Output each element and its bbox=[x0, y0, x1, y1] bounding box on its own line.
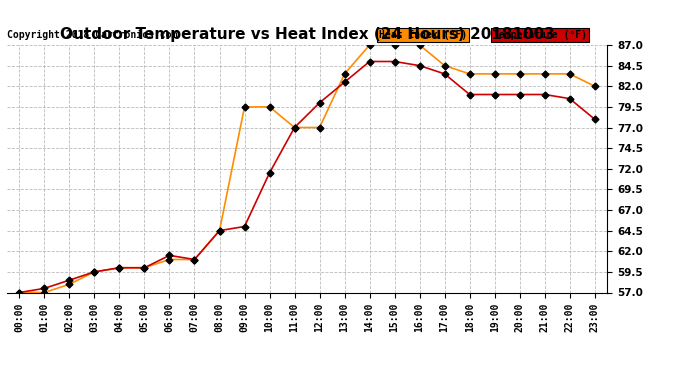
Text: Heat Index (°F): Heat Index (°F) bbox=[379, 30, 467, 40]
Text: Temperature (°F): Temperature (°F) bbox=[493, 30, 587, 40]
Title: Outdoor Temperature vs Heat Index (24 Hours) 20181003: Outdoor Temperature vs Heat Index (24 Ho… bbox=[59, 27, 555, 42]
Text: Copyright 2018 Cartronics.com: Copyright 2018 Cartronics.com bbox=[7, 30, 177, 40]
